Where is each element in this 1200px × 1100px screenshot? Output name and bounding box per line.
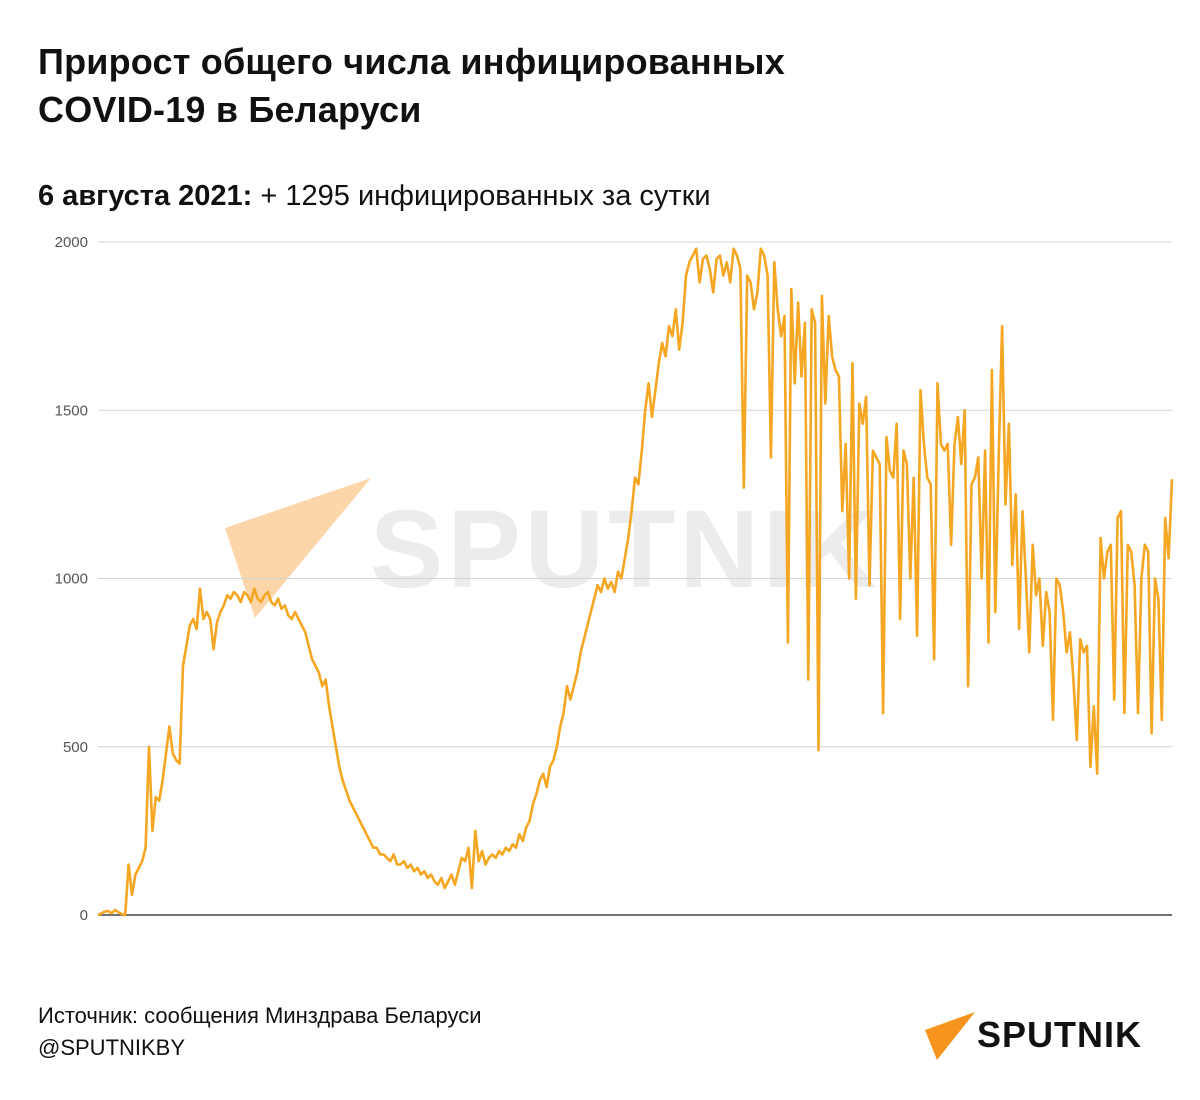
- source-note: Источник: сообщения Минздрава Беларуси: [38, 1003, 482, 1028]
- chart-series: [97, 247, 1174, 917]
- chart-title: Прирост общего числа инфицированных COVI…: [38, 38, 1038, 134]
- line-chart: 0 500 1000 1500 2000: [55, 234, 1174, 924]
- sputnik-logo: SPUTNIK: [925, 1008, 1175, 1068]
- chart-title-line2: COVID-19 в Беларуси: [38, 89, 422, 130]
- social-handle: @SPUTNIKBY: [38, 1035, 186, 1060]
- y-tick-label-2000: 2000: [55, 234, 88, 251]
- y-tick-label-500: 500: [63, 739, 88, 756]
- y-tick-label-0: 0: [80, 907, 88, 924]
- footer: Источник: сообщения Минздрава Беларуси @…: [38, 1000, 482, 1064]
- series-line: [97, 247, 1174, 917]
- subtitle-date: 6 августа 2021:: [38, 180, 253, 212]
- logo-text: SPUTNIK: [977, 1014, 1143, 1055]
- y-tick-label-1500: 1500: [55, 402, 88, 419]
- chart-grid: [98, 241, 1172, 916]
- chart-subtitle: 6 августа 2021: + 1295 инфицированных за…: [38, 176, 711, 216]
- y-tick-label-1000: 1000: [55, 571, 88, 588]
- sputnik-triangle-icon: [925, 1012, 975, 1060]
- subtitle-text: + 1295 инфицированных за сутки: [252, 180, 711, 212]
- chart-title-line1: Прирост общего числа инфицированных: [38, 41, 785, 82]
- y-axis-ticks: 0 500 1000 1500 2000: [55, 234, 88, 924]
